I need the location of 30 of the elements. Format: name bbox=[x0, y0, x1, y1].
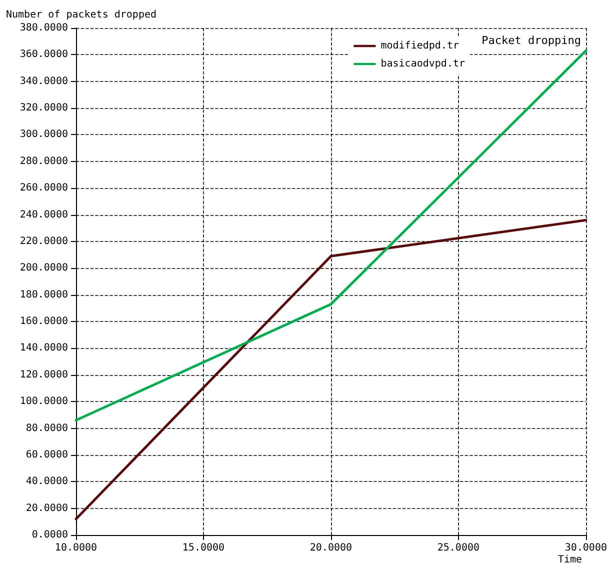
y-tick-label: 0.0000 bbox=[32, 530, 68, 540]
y-tick-label: 220.0000 bbox=[20, 236, 68, 247]
x-tick-label: 30.0000 bbox=[564, 542, 608, 554]
y-tick-label: 300.0000 bbox=[20, 129, 68, 140]
text: Packet dropping bbox=[482, 34, 582, 47]
y-tick-label: 260.0000 bbox=[20, 182, 68, 194]
y-tick-label: 380.0000 bbox=[20, 22, 68, 34]
y-tick-label: 140.0000 bbox=[20, 342, 68, 354]
y-tick-label: 320.0000 bbox=[20, 102, 68, 114]
x-tick-label: 25.0000 bbox=[437, 542, 480, 554]
y-tick-label: 120.0000 bbox=[20, 369, 68, 380]
y-tick-label: 80.0000 bbox=[26, 422, 68, 434]
y-tick-label: 60.0000 bbox=[26, 449, 68, 460]
y-tick-label: 180.0000 bbox=[20, 289, 68, 300]
y-tick-label: 280.0000 bbox=[20, 156, 68, 167]
legend-label: modifiedpd.tr bbox=[380, 40, 459, 52]
y-axis-title: Number of packets dropped bbox=[6, 10, 157, 20]
x-tick-label: 20.0000 bbox=[310, 542, 352, 554]
y-tick-label: 200.0000 bbox=[20, 262, 68, 274]
y-tick-label: 340.0000 bbox=[20, 76, 68, 87]
legend-label: basicaodvpd.tr bbox=[380, 58, 466, 70]
y-tick-label: 240.0000 bbox=[20, 209, 68, 220]
y-tick-label: 360.0000 bbox=[20, 49, 68, 60]
x-tick-label: 10.0000 bbox=[54, 542, 98, 554]
y-tick-label: 100.0000 bbox=[20, 396, 68, 408]
y-tick-label: 40.0000 bbox=[26, 476, 68, 488]
y-tick-label: 20.0000 bbox=[26, 502, 68, 514]
x-axis-title: Time bbox=[558, 554, 582, 565]
x-tick-label: 15.0000 bbox=[182, 542, 225, 554]
y-tick-label: 160.0000 bbox=[20, 316, 68, 328]
